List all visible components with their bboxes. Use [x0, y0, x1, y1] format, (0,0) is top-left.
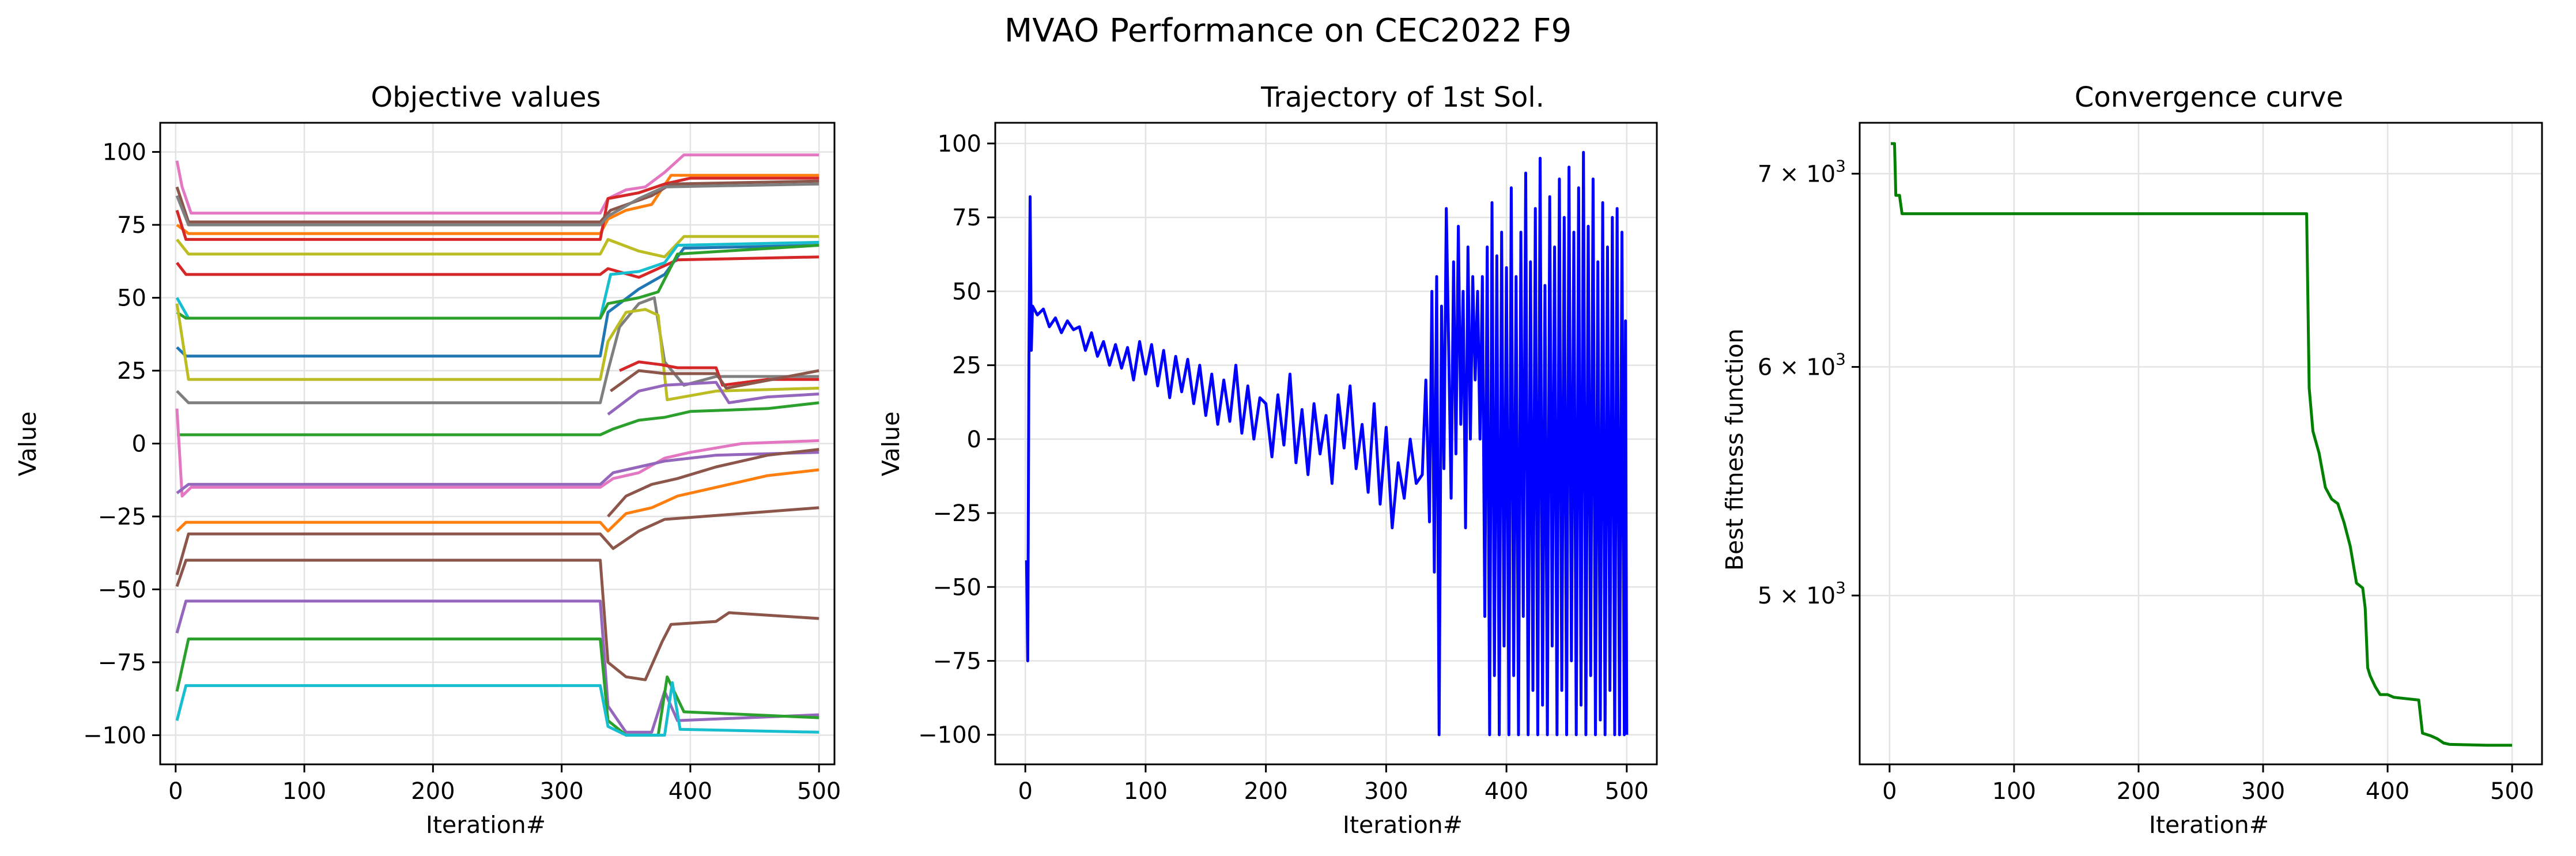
- convergence-curve-plot: Convergence curve Iteration# Best fitnes…: [1721, 81, 2543, 839]
- x-tick-label: 500: [1605, 778, 1649, 805]
- series-line-8: [176, 244, 819, 358]
- x-tick-label: 0: [168, 778, 183, 805]
- series-line-12: [619, 360, 819, 387]
- y-tick-label: −50: [98, 576, 146, 603]
- axes-frame: [1859, 122, 2543, 766]
- y-tick-label: 25: [117, 358, 146, 384]
- axes-frame: [994, 122, 1658, 766]
- x-tick-label: 200: [1244, 778, 1287, 805]
- series-line-6: [176, 235, 819, 259]
- series-line-11: [175, 303, 819, 402]
- y-tick-label: 100: [103, 139, 146, 166]
- series-line-2: [175, 176, 819, 241]
- x-axis-label: Iteration#: [2149, 811, 2269, 839]
- y-tick-label: 75: [117, 212, 146, 239]
- y-tick-label: 7 × 103: [1758, 156, 1846, 187]
- series-line-14: [607, 380, 819, 416]
- y-tick-label: 25: [952, 353, 981, 379]
- x-tick-label: 300: [1364, 778, 1408, 805]
- series-line-20: [175, 506, 819, 575]
- x-tick-label: 300: [2241, 778, 2285, 805]
- trajectory-plot: Trajectory of 1st Sol. Iteration# Value …: [877, 81, 1658, 839]
- y-tick-label: −75: [98, 650, 146, 676]
- x-tick-label: 300: [539, 778, 583, 805]
- series-line-0: [175, 153, 819, 215]
- x-tick-label: 200: [2117, 778, 2160, 805]
- x-tick-label: 400: [668, 778, 712, 805]
- y-tick-label: −25: [98, 504, 146, 530]
- series-line-15: [177, 401, 819, 436]
- x-tick-label: 100: [1992, 778, 2036, 805]
- series-line-23: [175, 638, 819, 737]
- objective-values-plot: Objective values Iteration# Value 0 100 20…: [14, 81, 841, 839]
- series-line-1: [176, 174, 819, 235]
- x-tick-label: 500: [797, 778, 841, 805]
- series-line-9: [176, 244, 819, 320]
- plot-title: Objective values: [371, 81, 601, 114]
- plot-title: Convergence curve: [2075, 81, 2343, 114]
- y-tick-label: 50: [952, 278, 981, 305]
- series-line-13: [610, 369, 819, 393]
- series-line-4: [175, 182, 819, 227]
- y-tick-label: −25: [933, 500, 981, 527]
- x-axis-label: Iteration#: [426, 811, 546, 839]
- y-axis-label: Best fitness function: [1721, 329, 1748, 571]
- series-line-10: [176, 296, 819, 405]
- x-tick-label: 100: [1124, 778, 1168, 805]
- y-tick-label: 5 × 103: [1758, 578, 1846, 609]
- y-axis-label: Value: [14, 412, 41, 477]
- x-tick-label: 100: [282, 778, 326, 805]
- series-group: [1891, 142, 2513, 747]
- x-tick-label: 400: [1485, 778, 1528, 805]
- y-tick-label: 6 × 103: [1758, 350, 1846, 381]
- series-line-21: [175, 559, 819, 681]
- series-line-0: [1025, 150, 1629, 737]
- figure-title: MVAO Performance on CEC2022 F9: [1004, 12, 1572, 50]
- series-group: [175, 153, 819, 737]
- x-tick-label: 500: [2490, 778, 2534, 805]
- y-tick-label: 50: [117, 285, 146, 312]
- x-axis-label: Iteration#: [1343, 811, 1463, 839]
- y-tick-label: −100: [83, 722, 146, 749]
- series-line-5: [176, 255, 819, 279]
- y-tick-label: 75: [952, 205, 981, 231]
- series-line-22: [175, 599, 819, 734]
- y-tick-label: −50: [933, 574, 981, 601]
- plot-title: Trajectory of 1st Sol.: [1260, 81, 1544, 114]
- series-line-18: [607, 448, 819, 518]
- x-tick-label: 0: [1882, 778, 1897, 805]
- series-line-19: [176, 468, 819, 533]
- y-tick-label: −75: [933, 648, 981, 674]
- grid: [1860, 123, 2542, 764]
- y-tick-label: −100: [918, 722, 981, 749]
- x-tick-label: 400: [2366, 778, 2409, 805]
- series-line-24: [175, 681, 819, 737]
- x-tick-label: 0: [1018, 778, 1032, 805]
- y-axis-label: Value: [877, 412, 905, 477]
- y-tick-label: 100: [938, 131, 981, 157]
- series-line-16: [175, 408, 819, 498]
- series-group: [1025, 150, 1629, 737]
- series-line-17: [176, 451, 819, 495]
- y-tick-label: 0: [967, 427, 981, 453]
- x-tick-label: 200: [411, 778, 455, 805]
- y-tick-label: 0: [132, 431, 146, 458]
- series-line-0: [1891, 142, 2513, 747]
